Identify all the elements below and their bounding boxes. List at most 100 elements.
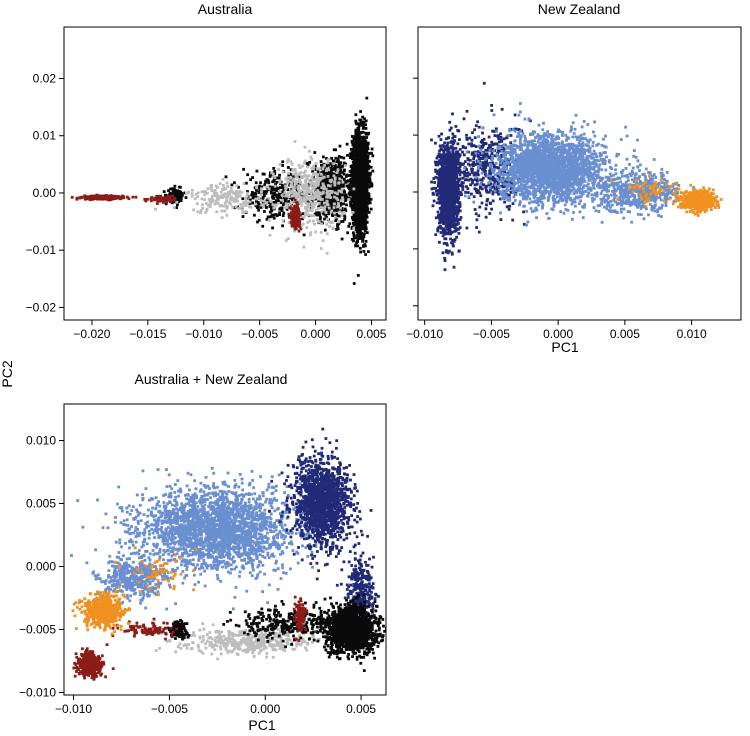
data-point — [241, 208, 244, 212]
data-point — [264, 179, 267, 183]
data-point — [314, 185, 317, 189]
data-point — [183, 191, 187, 195]
data-point — [232, 197, 236, 201]
data-point — [248, 205, 251, 209]
data-point — [99, 196, 103, 200]
data-point — [178, 195, 182, 199]
data-point — [365, 215, 369, 219]
data-point — [437, 134, 441, 138]
data-point — [363, 117, 366, 121]
data-point — [240, 205, 244, 209]
data-point — [364, 144, 368, 148]
data-point — [320, 163, 323, 167]
data-point — [278, 211, 281, 215]
data-point — [312, 172, 315, 176]
data-point — [453, 139, 457, 143]
data-point — [291, 172, 295, 176]
data-point — [238, 190, 242, 194]
data-point — [338, 162, 341, 166]
data-point — [224, 175, 228, 179]
data-point — [346, 231, 350, 235]
data-point — [356, 156, 360, 160]
data-point — [231, 205, 235, 209]
data-point — [245, 194, 249, 198]
data-point — [260, 185, 264, 189]
data-point — [359, 176, 363, 180]
data-point — [235, 184, 239, 188]
data-point — [320, 171, 323, 174]
data-point — [357, 131, 360, 135]
x-tick-label: −0.005 — [241, 327, 278, 341]
data-point — [104, 195, 108, 199]
data-point — [227, 191, 230, 194]
data-point — [330, 206, 334, 210]
data-point — [291, 198, 294, 202]
data-point — [320, 180, 324, 184]
data-point — [255, 186, 258, 190]
data-point — [257, 191, 261, 194]
data-point — [284, 202, 288, 206]
data-point — [356, 160, 360, 164]
data-point — [272, 167, 276, 170]
data-point — [325, 251, 329, 255]
data-point — [370, 151, 373, 155]
data-point — [340, 190, 343, 194]
data-point — [361, 227, 365, 231]
data-point — [246, 201, 249, 205]
data-point — [228, 201, 231, 205]
data-point — [441, 234, 445, 238]
data-point — [312, 165, 315, 168]
data-point — [350, 227, 354, 230]
data-point — [204, 211, 208, 214]
data-point — [360, 165, 364, 169]
data-point — [359, 110, 362, 113]
data-point — [314, 181, 318, 185]
data-point — [358, 223, 362, 227]
data-point — [358, 139, 361, 143]
data-point — [325, 167, 329, 171]
data-point — [356, 127, 360, 130]
data-point — [271, 226, 274, 230]
data-point — [371, 154, 375, 158]
data-point — [299, 213, 302, 217]
data-point — [280, 209, 284, 212]
data-point — [286, 160, 289, 164]
data-point — [356, 129, 360, 133]
data-point — [329, 210, 333, 214]
data-point — [262, 203, 265, 207]
data-point — [436, 229, 440, 233]
data-point — [304, 206, 307, 209]
data-point — [257, 208, 260, 212]
data-point — [335, 173, 339, 177]
data-point — [434, 233, 438, 237]
data-point — [300, 224, 303, 227]
data-point — [267, 218, 271, 222]
data-point — [308, 219, 312, 223]
data-point — [442, 242, 446, 245]
data-point — [363, 209, 367, 212]
data-point — [304, 194, 308, 197]
data-point — [296, 217, 300, 220]
data-point — [353, 204, 357, 208]
data-point — [316, 197, 320, 201]
data-point — [270, 205, 273, 209]
data-point — [275, 201, 278, 205]
data-point — [342, 169, 346, 173]
data-point — [287, 221, 291, 225]
data-point — [172, 191, 175, 195]
data-point — [297, 182, 301, 186]
data-point — [341, 196, 344, 200]
data-point — [310, 178, 314, 181]
data-point — [164, 193, 167, 197]
data-point — [333, 195, 336, 199]
data-point — [162, 196, 165, 200]
data-point — [257, 205, 260, 209]
data-point — [285, 204, 289, 207]
data-point — [334, 148, 337, 152]
data-point — [301, 217, 304, 221]
data-point — [364, 198, 368, 202]
data-point — [196, 210, 200, 214]
data-point — [259, 181, 262, 185]
data-point — [326, 193, 329, 197]
data-point — [304, 169, 307, 173]
